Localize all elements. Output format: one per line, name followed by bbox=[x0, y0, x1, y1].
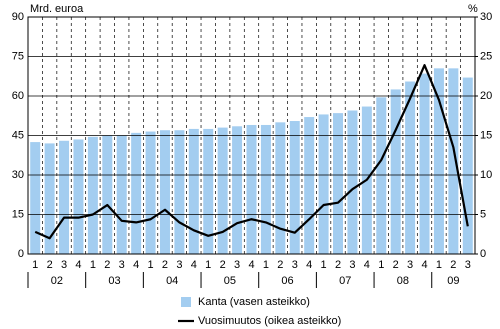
bar bbox=[405, 81, 416, 255]
x-tick-label: 2 bbox=[47, 259, 53, 271]
bar bbox=[59, 140, 70, 254]
x-tick-label: 4 bbox=[133, 259, 139, 271]
bar bbox=[448, 68, 459, 254]
year-label: 03 bbox=[108, 275, 120, 287]
bar bbox=[390, 89, 401, 255]
x-tick-label: 3 bbox=[234, 259, 240, 271]
x-tick-label: 3 bbox=[61, 259, 67, 271]
year-label: 06 bbox=[281, 275, 293, 287]
x-tick-label: 3 bbox=[407, 259, 413, 271]
x-tick-label: 1 bbox=[436, 259, 442, 271]
year-label: 07 bbox=[339, 275, 351, 287]
bar bbox=[174, 130, 185, 254]
x-tick-label: 4 bbox=[306, 259, 312, 271]
x-tick-label: 1 bbox=[321, 259, 327, 271]
x-tick-label: 2 bbox=[450, 259, 456, 271]
x-tick-label: 2 bbox=[393, 259, 399, 271]
year-label: 02 bbox=[51, 275, 63, 287]
year-label: 08 bbox=[397, 275, 409, 287]
x-tick-label: 2 bbox=[220, 259, 226, 271]
y2-tick-label: 15 bbox=[480, 129, 492, 141]
bar bbox=[318, 114, 329, 254]
bar bbox=[376, 97, 387, 254]
bar bbox=[246, 124, 257, 254]
y2-tick-label: 20 bbox=[480, 90, 492, 102]
bar bbox=[304, 117, 315, 254]
x-tick-label: 2 bbox=[104, 259, 110, 271]
y2-tick-label: 5 bbox=[480, 208, 486, 220]
bar bbox=[232, 126, 243, 254]
year-label: 09 bbox=[447, 275, 459, 287]
legend-label: Kanta (vasen asteikko) bbox=[198, 296, 310, 308]
x-tick-label: 3 bbox=[465, 259, 471, 271]
bar bbox=[333, 113, 344, 254]
bar bbox=[217, 127, 228, 254]
x-tick-label: 1 bbox=[148, 259, 154, 271]
bar bbox=[260, 124, 271, 254]
bar bbox=[87, 136, 98, 254]
x-tick-label: 1 bbox=[205, 259, 211, 271]
x-tick-label: 4 bbox=[191, 259, 197, 271]
bar bbox=[73, 139, 84, 254]
bar bbox=[462, 77, 473, 254]
y-axis-label: Mrd. euroa bbox=[30, 3, 84, 15]
x-tick-label: 3 bbox=[119, 259, 125, 271]
x-tick-label: 4 bbox=[364, 259, 370, 271]
bar bbox=[44, 143, 55, 254]
y2-axis-label: % bbox=[468, 3, 478, 15]
bar bbox=[419, 73, 430, 254]
y-tick-label: 0 bbox=[18, 248, 24, 260]
legend-label: Vuosimuutos (oikea asteikko) bbox=[198, 315, 341, 327]
legend-swatch bbox=[181, 297, 191, 307]
bar bbox=[289, 121, 300, 255]
y2-tick-label: 25 bbox=[480, 50, 492, 62]
y-tick-label: 15 bbox=[12, 208, 24, 220]
bar bbox=[433, 68, 444, 254]
y2-tick-label: 30 bbox=[480, 11, 492, 23]
y-tick-label: 90 bbox=[12, 11, 24, 23]
y-tick-label: 60 bbox=[12, 90, 24, 102]
x-tick-label: 1 bbox=[378, 259, 384, 271]
x-tick-label: 3 bbox=[349, 259, 355, 271]
x-tick-label: 3 bbox=[292, 259, 298, 271]
bar bbox=[102, 135, 113, 254]
y2-tick-label: 0 bbox=[480, 248, 486, 260]
y-tick-label: 75 bbox=[12, 50, 24, 62]
year-label: 05 bbox=[224, 275, 236, 287]
y-tick-label: 45 bbox=[12, 129, 24, 141]
y-tick-label: 30 bbox=[12, 169, 24, 181]
x-tick-label: 1 bbox=[263, 259, 269, 271]
x-tick-label: 4 bbox=[248, 259, 254, 271]
bar bbox=[188, 128, 199, 254]
bar bbox=[203, 128, 214, 254]
x-tick-label: 3 bbox=[176, 259, 182, 271]
bar bbox=[347, 110, 358, 254]
x-tick-label: 1 bbox=[32, 259, 38, 271]
line bbox=[34, 64, 469, 240]
y2-tick-label: 10 bbox=[480, 169, 492, 181]
bar bbox=[145, 131, 156, 254]
year-label: 04 bbox=[166, 275, 178, 287]
x-tick-label: 2 bbox=[335, 259, 341, 271]
x-tick-label: 2 bbox=[277, 259, 283, 271]
x-tick-label: 4 bbox=[421, 259, 427, 271]
bar bbox=[159, 130, 170, 254]
bar bbox=[116, 135, 127, 254]
x-tick-label: 1 bbox=[90, 259, 96, 271]
plot-frame bbox=[27, 16, 476, 255]
bar bbox=[131, 132, 142, 254]
x-tick-label: 4 bbox=[75, 259, 81, 271]
x-tick-label: 2 bbox=[162, 259, 168, 271]
bar bbox=[30, 142, 41, 254]
bar bbox=[275, 122, 286, 254]
